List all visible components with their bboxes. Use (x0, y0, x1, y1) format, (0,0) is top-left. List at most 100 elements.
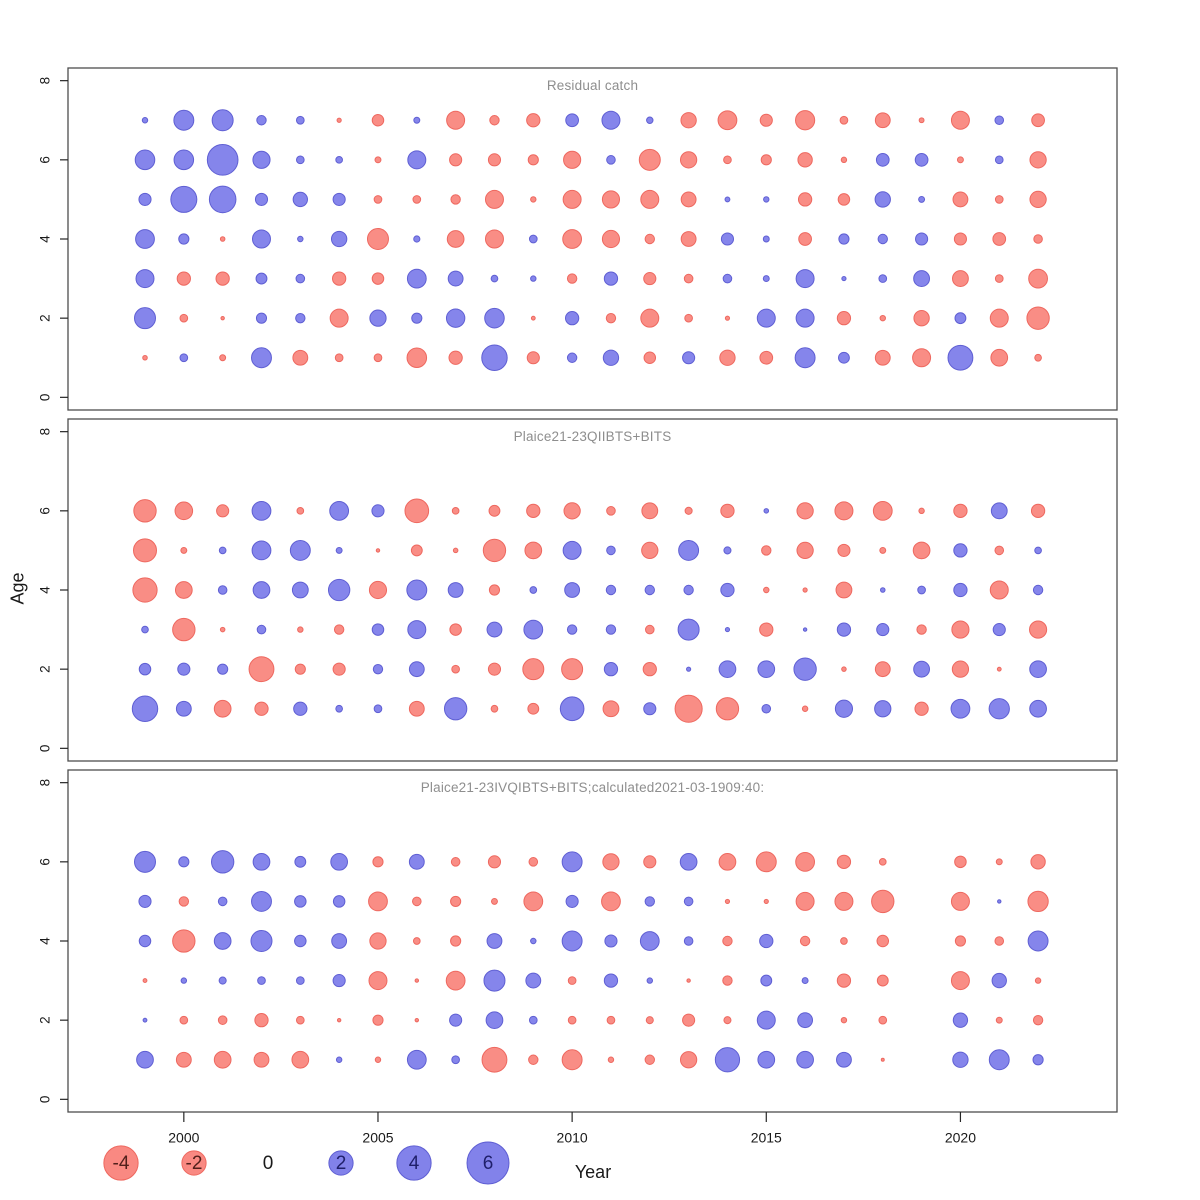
residual-bubble (559, 696, 585, 722)
residual-bubble (562, 229, 583, 249)
residual-bubble (295, 273, 306, 284)
residual-bubble (722, 975, 733, 986)
residual-bubble (566, 273, 578, 284)
y-axis-tick-label: 4 (38, 235, 53, 243)
residual-bubble (488, 504, 501, 517)
residual-bubble (296, 507, 305, 515)
residual-bubble (761, 545, 772, 556)
residual-bubble (797, 192, 813, 207)
residual-bubble (335, 1056, 343, 1063)
residual-bubble (131, 695, 159, 722)
residual-bubble (950, 110, 970, 130)
residual-bubble (677, 618, 700, 641)
residual-bubble (293, 701, 308, 716)
residual-bubble (952, 1051, 969, 1068)
residual-bubble (874, 700, 892, 718)
residual-bubble (1034, 977, 1042, 984)
residual-bubble (950, 698, 971, 719)
residual-bubble (639, 931, 660, 951)
residual-bubble (407, 150, 427, 170)
residual-bubble (757, 660, 776, 679)
residual-bubble (951, 620, 970, 639)
residual-bubble (251, 500, 272, 521)
residual-bubble (208, 185, 237, 214)
residual-bubble (220, 315, 225, 321)
residual-bubble (756, 1010, 776, 1030)
residual-bubble (530, 315, 536, 321)
y-axis-tick-label: 4 (38, 937, 53, 945)
residual-bubble (252, 229, 271, 249)
residual-bubble (490, 274, 499, 283)
residual-bubble (206, 144, 239, 176)
residual-bubble (481, 344, 508, 371)
residual-bubble (918, 507, 925, 515)
y-axis-tick-label: 0 (38, 1096, 53, 1104)
residual-bubble (1027, 930, 1049, 952)
residual-bubble (252, 852, 271, 871)
residual-bubble (723, 546, 732, 555)
residual-bubble (368, 971, 388, 991)
residual-bubble (175, 1051, 192, 1068)
residual-bubble (841, 275, 847, 282)
residual-bubble (604, 934, 618, 948)
y-axis-tick-label: 0 (38, 745, 53, 753)
residual-bubble (413, 116, 421, 124)
residual-bubble (174, 501, 194, 521)
residual-bubble (561, 851, 583, 873)
residual-bubble (215, 271, 230, 286)
panel-title-survey-q4: Plaice21-23IVQIBTS+BITS;calculated2021-0… (420, 780, 765, 795)
residual-bubble (763, 586, 770, 594)
residual-bubble (994, 155, 1004, 165)
residual-bubble (256, 115, 267, 126)
residual-bubble (488, 584, 501, 596)
residual-bubble (722, 273, 733, 284)
residual-bubble (796, 1050, 814, 1069)
residual-bubble (217, 585, 228, 595)
residual-bubble (408, 853, 425, 870)
residual-bubble (133, 538, 157, 563)
residual-bubble (834, 501, 854, 521)
legend-value-label: 4 (409, 1153, 420, 1174)
legend-value-label: -4 (113, 1153, 130, 1174)
residual-bubble (840, 937, 848, 945)
residual-bubble (837, 193, 851, 206)
residual-bubble (561, 1049, 583, 1071)
residual-bubble (723, 155, 732, 165)
residual-bubble (562, 540, 582, 560)
residual-bubble (210, 850, 235, 874)
residual-bubble (990, 502, 1008, 520)
residual-bubble (797, 152, 813, 168)
residual-bubble (292, 191, 308, 208)
y-axis-tick-label: 8 (38, 428, 53, 436)
residual-bubble (446, 110, 466, 130)
residual-bubble (289, 539, 311, 561)
residual-bubble (640, 308, 660, 328)
residual-bubble (836, 622, 852, 637)
x-axis-title: Year (574, 1162, 612, 1182)
residual-bubble (372, 663, 384, 675)
residual-bubble (251, 347, 272, 369)
residual-bubble (1032, 1054, 1044, 1066)
residual-bubble (332, 895, 346, 908)
residual-bubble (174, 581, 193, 599)
residual-bubble (1029, 660, 1047, 679)
residual-bubble (953, 543, 968, 558)
residual-bubble (720, 503, 735, 518)
residual-bubble (135, 229, 155, 249)
residual-bubble (755, 851, 777, 873)
residual-bubble (759, 933, 774, 949)
residual-bubble (491, 897, 498, 905)
residual-bubble (217, 896, 228, 907)
residual-bubble (918, 117, 925, 124)
residual-bubble (133, 499, 157, 523)
residual-bubble (297, 626, 304, 633)
residual-bubble (719, 349, 736, 366)
residual-bubble (606, 506, 616, 516)
residual-bubble (443, 697, 468, 721)
residual-bubble (368, 891, 388, 912)
residual-bubble (760, 974, 773, 987)
residual-bubble (331, 933, 348, 949)
residual-bubble (567, 1015, 577, 1025)
residual-bubble (253, 1051, 270, 1068)
